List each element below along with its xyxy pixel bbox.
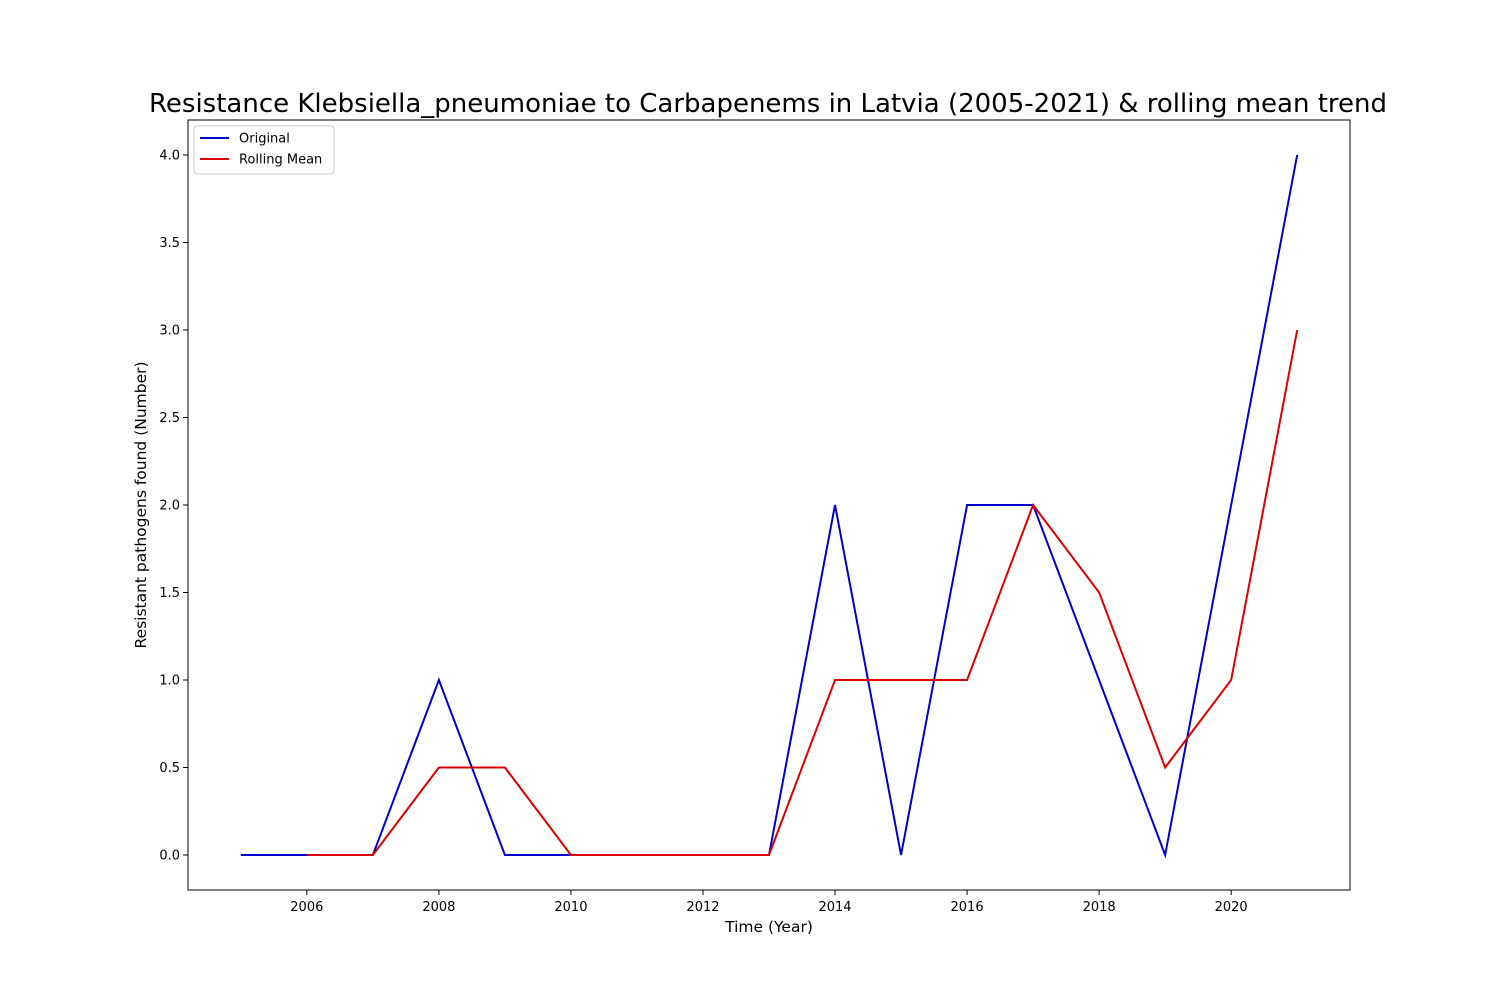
y-tick-label: 0.0 (159, 849, 180, 864)
y-tick-label: 1.0 (159, 674, 180, 689)
series-layer (240, 154, 1299, 859)
y-axis-ticks: 0.0 0.5 1.0 1.5 2.0 2.5 3.0 3.5 4.0 (159, 149, 188, 864)
x-tick-label: 2008 (422, 900, 455, 915)
legend-label: Original (239, 132, 290, 147)
chart-title: Resistance Klebsiella_pneumoniae to Carb… (149, 89, 1387, 119)
y-tick-label: 2.0 (159, 499, 180, 514)
y-tick-label: 1.5 (159, 586, 180, 601)
x-tick-label: 2020 (1215, 900, 1248, 915)
x-tick-label: 2016 (951, 900, 984, 915)
y-tick-label: 3.5 (159, 236, 180, 251)
plot-area (187, 119, 1351, 891)
y-tick-label: 4.0 (159, 149, 180, 164)
x-tick-label: 2012 (686, 900, 719, 915)
series-line-rolling-mean (306, 329, 1299, 856)
x-axis-label: Time (Year) (724, 918, 813, 936)
y-tick-label: 2.5 (159, 411, 180, 426)
x-axis-ticks: 2006 2008 2010 2012 2014 2016 2018 2020 (290, 890, 1248, 915)
y-tick-label: 3.0 (159, 324, 180, 339)
x-tick-label: 2006 (290, 900, 323, 915)
x-tick-label: 2010 (554, 900, 587, 915)
y-tick-label: 0.5 (159, 761, 180, 776)
x-tick-label: 2018 (1083, 900, 1116, 915)
legend-label: Rolling Mean (239, 153, 322, 168)
x-tick-label: 2014 (818, 900, 851, 915)
legend: Original Rolling Mean (193, 125, 335, 175)
series-line-original (240, 154, 1299, 859)
y-axis-label: Resistant pathogens found (Number) (132, 361, 150, 648)
